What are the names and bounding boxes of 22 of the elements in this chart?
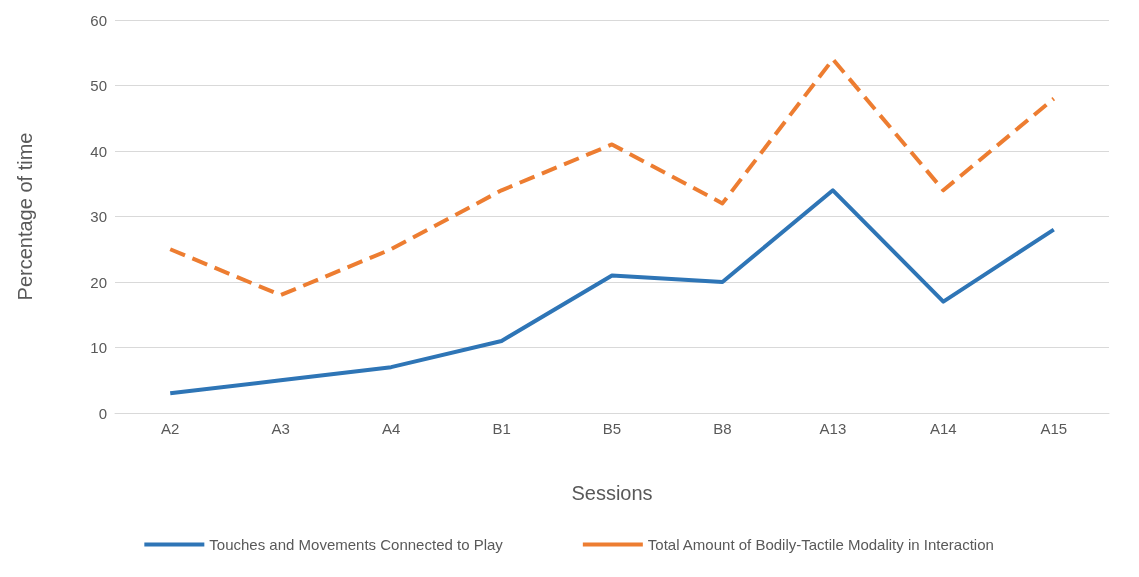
y-axis-title: Percentage of time [14, 132, 36, 301]
y-tick-label: 0 [98, 404, 107, 422]
y-tick-label: 10 [90, 339, 107, 356]
x-tick-label: B8 [713, 420, 732, 437]
x-tick-label: B1 [492, 420, 511, 437]
line-series [168, 188, 1056, 396]
legend-label: Total Amount of Bodily-Tactile Modality in Interaction [647, 536, 994, 553]
y-tick-label: 20 [90, 273, 107, 291]
x-tick-label: A3 [271, 420, 290, 437]
x-tick-label: A13 [819, 420, 847, 437]
x-axis-title: Sessions [571, 482, 653, 504]
y-tick-label: 40 [90, 142, 107, 160]
y-tick-label: 60 [90, 11, 107, 29]
y-tick-label: 30 [90, 208, 107, 225]
legend-label: Touches and Movements Connected to Play [209, 536, 504, 553]
x-tick-label: B5 [602, 420, 622, 437]
x-tick-label: A4 [381, 420, 401, 437]
x-tick-label: A15 [1040, 420, 1068, 437]
x-tick-label: A2 [161, 420, 180, 437]
y-tick-label: 50 [90, 77, 107, 94]
line-series [168, 57, 1056, 298]
x-tick-label: A14 [929, 420, 957, 437]
